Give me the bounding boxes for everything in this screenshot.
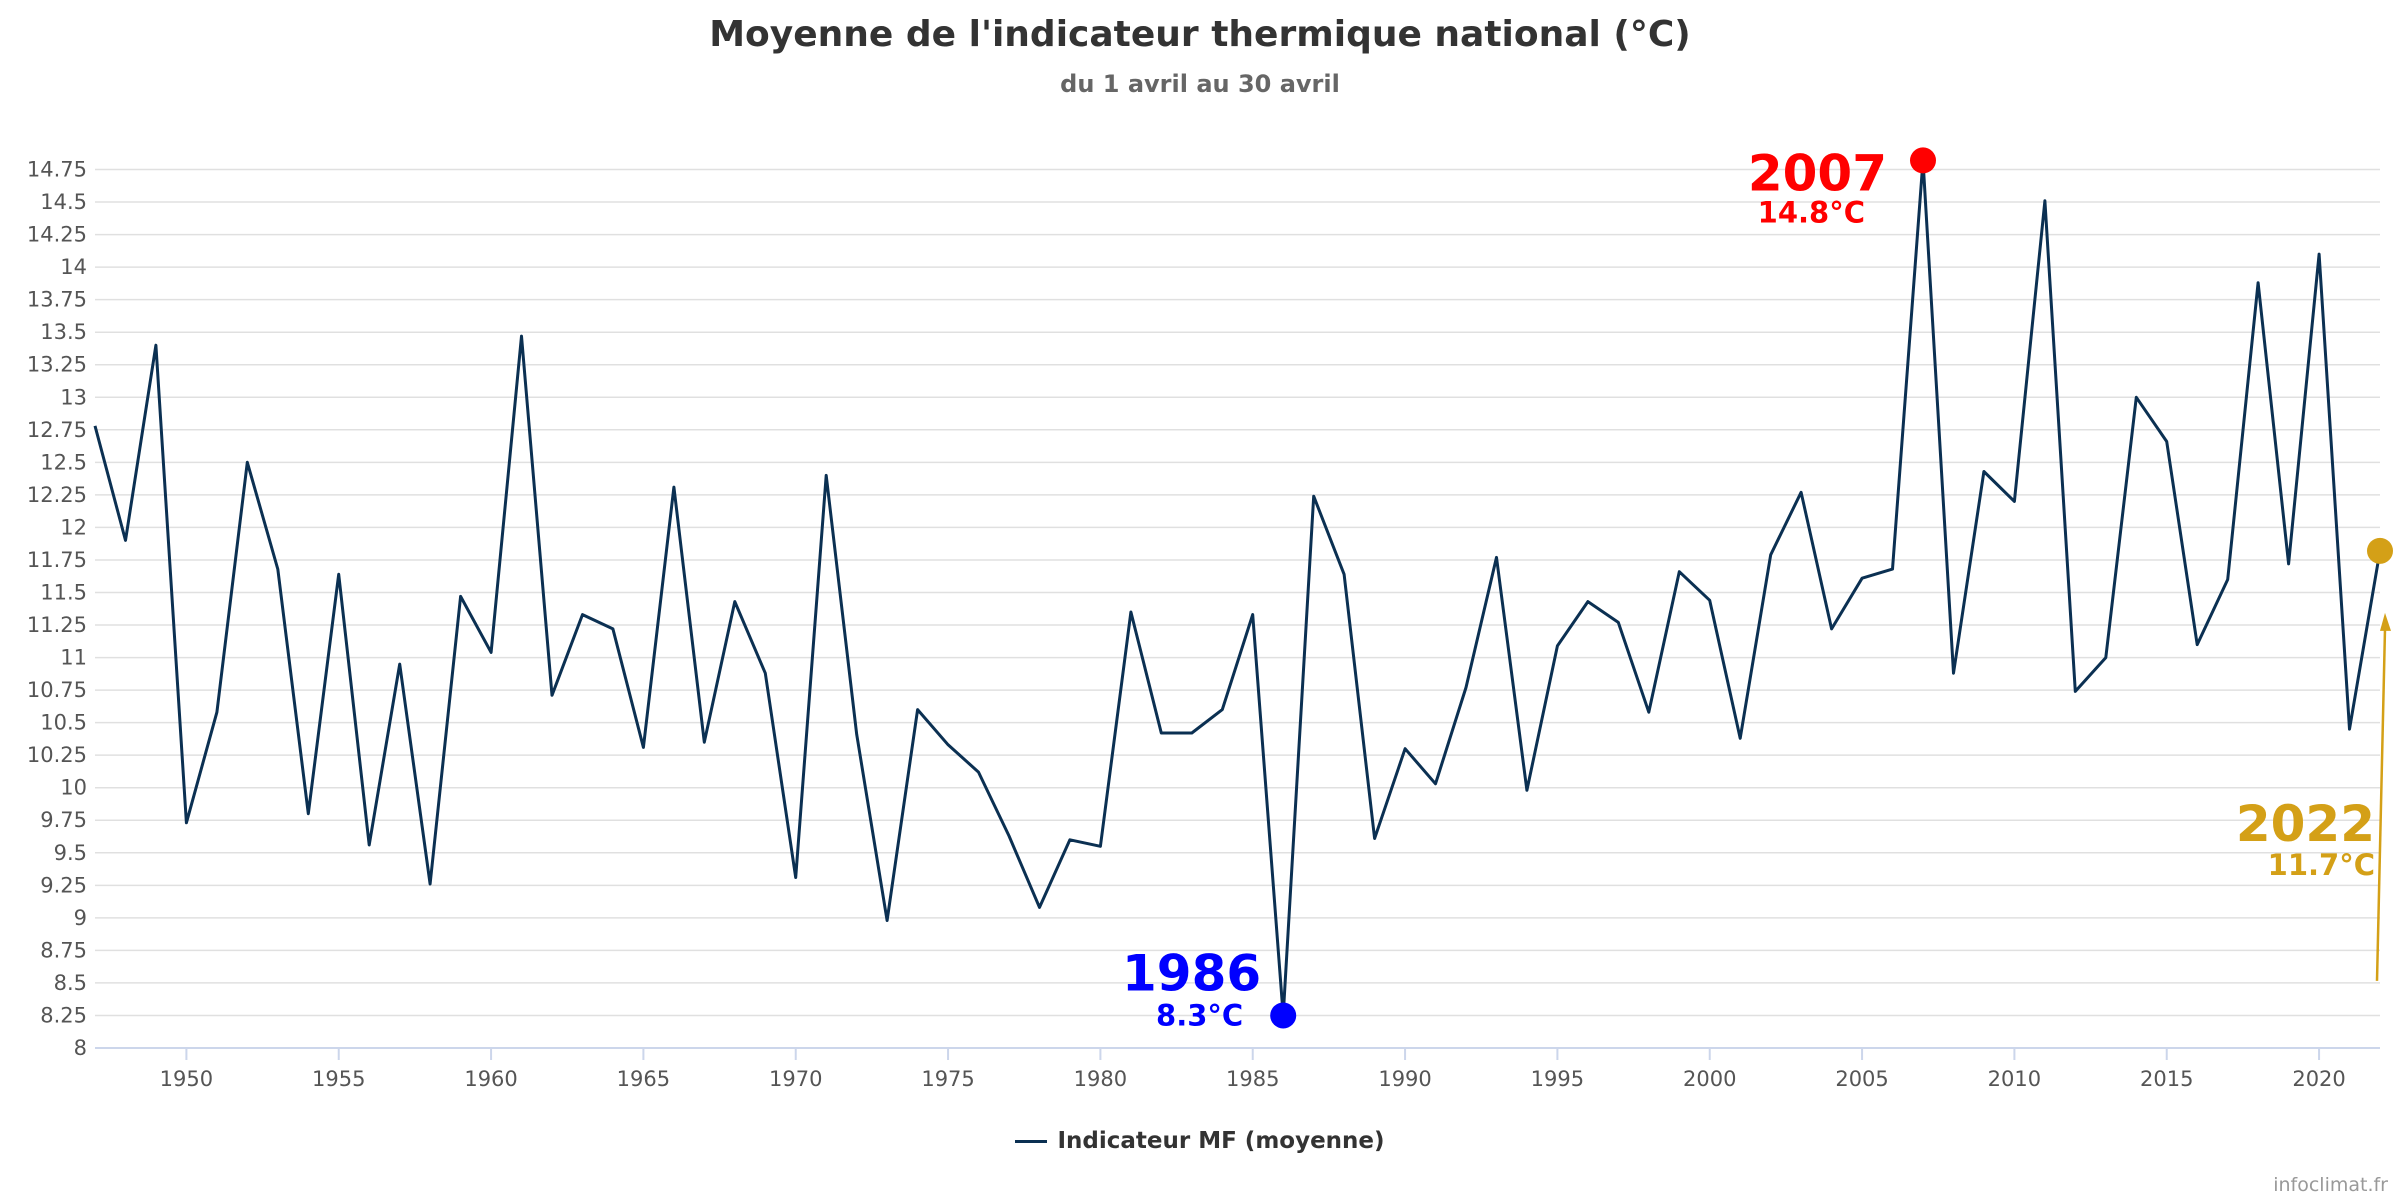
- y-tick-label: 10.75: [27, 678, 87, 702]
- y-tick-label: 9: [74, 906, 87, 930]
- y-tick-label: 13: [60, 385, 87, 409]
- y-tick-label: 8.5: [54, 971, 87, 995]
- x-tick-label: 1965: [617, 1067, 670, 1091]
- y-tick-label: 11.5: [40, 580, 87, 604]
- y-tick-label: 8: [74, 1036, 87, 1060]
- y-tick-label: 12.25: [27, 483, 87, 507]
- y-tick-label: 12.5: [40, 450, 87, 474]
- max-point-marker: [1910, 147, 1936, 174]
- y-tick-label: 14: [60, 255, 87, 279]
- y-tick-label: 13.25: [27, 353, 87, 377]
- x-tick-label: 2010: [1988, 1067, 2041, 1091]
- y-tick-label: 11.25: [27, 613, 87, 637]
- series-layer: [93, 158, 2382, 1017]
- chart-subtitle: du 1 avril au 30 avril: [1060, 70, 1340, 98]
- y-tick-label: 11.75: [27, 548, 87, 572]
- chart-title: Moyenne de l'indicateur thermique nation…: [709, 14, 1691, 55]
- y-tick-label: 10: [60, 776, 87, 800]
- credits-link[interactable]: infoclimat.fr: [2273, 1174, 2388, 1196]
- current-arrow-line: [2375, 628, 2387, 981]
- x-tick-label: 1975: [921, 1067, 974, 1091]
- y-tick-label: 11: [60, 646, 87, 670]
- y-tick-label: 13.75: [27, 288, 87, 312]
- x-tick-label: 2000: [1683, 1067, 1736, 1091]
- current-point-marker: [2367, 537, 2393, 564]
- x-tick-label: 2015: [2140, 1067, 2193, 1091]
- y-tick-label: 10.5: [40, 711, 87, 735]
- y-tick-label: 8.25: [40, 1003, 87, 1027]
- y-tick-label: 12.75: [27, 418, 87, 442]
- current-year-label: 2022: [2236, 795, 2375, 853]
- x-tick-label: 1990: [1378, 1067, 1431, 1091]
- y-tick-label: 9.75: [40, 808, 87, 832]
- x-tick-label: 1950: [160, 1067, 213, 1091]
- max-year-label: 2007: [1748, 144, 1887, 202]
- y-tick-label: 14.75: [27, 158, 87, 182]
- min-year-label: 1986: [1122, 944, 1261, 1002]
- axes: 8 8.25 8.5 8.75 9 9.25 9.5 9.75 10 10.25 10.5 10.75…: [27, 158, 2380, 1091]
- y-tick-label: 9.25: [40, 873, 87, 897]
- x-tick-label: 1985: [1226, 1067, 1279, 1091]
- current-arrow-head: [2380, 612, 2391, 631]
- min-point-marker: [1270, 1002, 1297, 1029]
- y-tick-label: 10.25: [27, 743, 87, 767]
- grid-lines: [95, 168, 2380, 1017]
- y-tick-label: 9.5: [54, 841, 87, 865]
- legend[interactable]: Indicateur MF (moyenne): [0, 1128, 2400, 1154]
- y-tick-label: 14.5: [40, 190, 87, 214]
- series-line: [93, 158, 2382, 1017]
- x-tick-label: 1970: [769, 1067, 822, 1091]
- y-tick-label: 8.75: [40, 938, 87, 962]
- x-tick-label: 2005: [1835, 1067, 1888, 1091]
- min-value-label: 8.3°C: [1156, 998, 1243, 1032]
- x-tick-label: 1955: [312, 1067, 365, 1091]
- x-tick-label: 1995: [1531, 1067, 1584, 1091]
- y-tick-label: 12: [60, 515, 87, 539]
- legend-swatch: [1015, 1139, 1048, 1143]
- y-tick-label: 14.25: [27, 223, 87, 247]
- current-value-label: 11.7°C: [2268, 848, 2375, 882]
- y-tick-label: 13.5: [40, 320, 87, 344]
- max-value-label: 14.8°C: [1758, 195, 1865, 229]
- x-tick-label: 2020: [2292, 1067, 2345, 1091]
- x-tick-label: 1960: [464, 1067, 517, 1091]
- x-tick-label: 1980: [1074, 1067, 1127, 1091]
- legend-label[interactable]: Indicateur MF (moyenne): [1057, 1128, 1385, 1154]
